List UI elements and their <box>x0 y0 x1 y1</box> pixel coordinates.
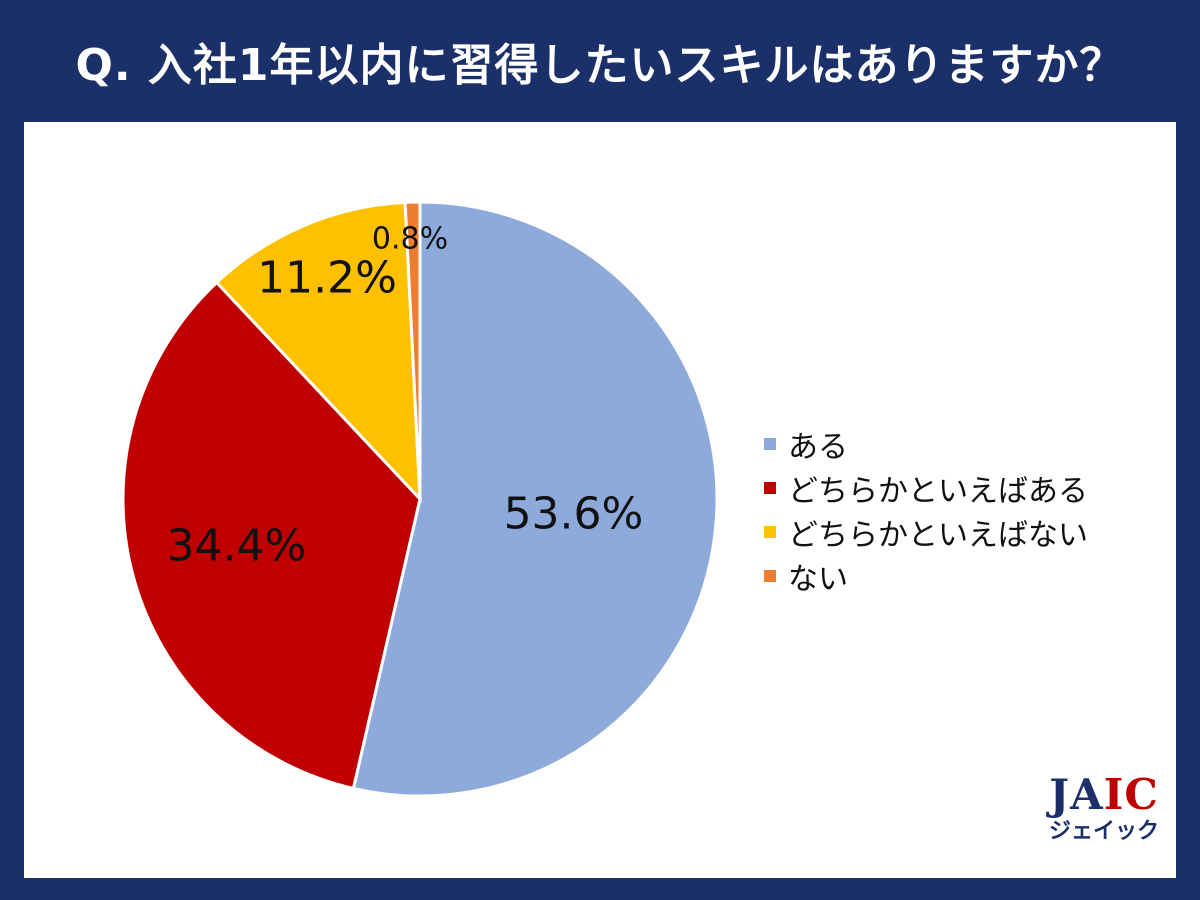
pie-label-3: 0.8% <box>372 222 448 257</box>
chart-panel: 53.6% 34.4% 11.2% 0.8% あるどちらかといえばある どちらかといえば… <box>24 122 1176 878</box>
legend-label-1: どちらかといえばある <box>788 474 1088 509</box>
legend-swatch-1 <box>764 482 776 494</box>
legend-label-2: どちらかといえばない <box>788 518 1088 553</box>
legend-item-2: どちらかといえばない <box>764 510 1088 554</box>
legend-item-1: どちらかといえばある <box>764 466 1088 510</box>
pie-chart: 53.6% 34.4% 11.2%0.8% <box>121 200 719 798</box>
pie-slice-3 <box>403 200 422 500</box>
pie-label-2: 11.2% <box>257 252 397 303</box>
legend-label-3: ない <box>788 562 848 597</box>
logo-subtext: ジェイック <box>1048 819 1159 844</box>
pie-slice-0 <box>351 200 719 798</box>
legend-item-3: ない <box>764 554 1088 598</box>
legend-swatch-3 <box>764 570 776 582</box>
chart-legend: あるどちらかといえばある どちらかといえばない ない <box>764 422 1088 598</box>
jaic-logo: JAIC ジェイック <box>1044 772 1164 846</box>
pie-label-0: 53.6% <box>504 488 644 539</box>
pie-label-1: 34.4% <box>167 521 307 572</box>
page-title: Q. 入社1年以内に習得したいスキルはありますか？ <box>75 40 1125 91</box>
legend-swatch-2 <box>764 526 776 538</box>
pie-slice-2 <box>214 200 422 504</box>
legend-item-0: ある <box>764 422 1088 466</box>
pie-slice-1 <box>121 280 422 791</box>
legend-swatch-0 <box>764 438 776 450</box>
legend-label-0: ある <box>788 430 848 465</box>
